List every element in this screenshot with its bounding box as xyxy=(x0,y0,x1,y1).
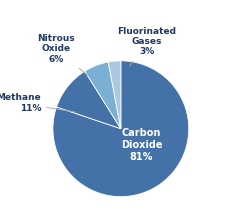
Text: Fluorinated
Gases
3%: Fluorinated Gases 3% xyxy=(117,27,175,66)
Text: U.S. Greenhouse Gas Emissions in 2014: U.S. Greenhouse Gas Emissions in 2014 xyxy=(0,10,227,23)
Wedge shape xyxy=(84,62,120,129)
Text: Carbon
Dioxide
81%: Carbon Dioxide 81% xyxy=(120,128,162,162)
Wedge shape xyxy=(53,61,188,197)
Text: Nitrous
Oxide
6%: Nitrous Oxide 6% xyxy=(37,34,87,75)
Wedge shape xyxy=(56,71,120,129)
Wedge shape xyxy=(108,61,120,129)
Text: Methane
11%: Methane 11% xyxy=(0,93,75,112)
